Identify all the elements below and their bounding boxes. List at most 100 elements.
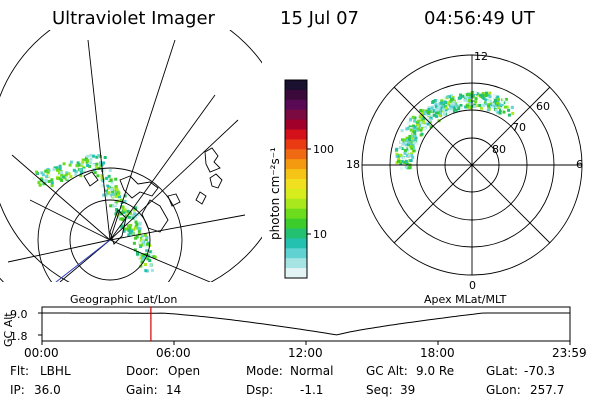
colorbar-tick-label-100: 100 — [313, 143, 334, 156]
aurora-pixel — [130, 209, 134, 213]
aurora-pixel — [103, 156, 107, 159]
aurora-pixel — [499, 102, 503, 106]
aurora-pixel — [409, 159, 413, 163]
aurora-pixel — [121, 218, 125, 222]
aurora-pixel — [423, 126, 427, 130]
aurora-pixel — [125, 212, 129, 216]
aurora-pixel — [403, 151, 407, 155]
aurora-pixel — [62, 175, 66, 179]
aurora-pixel — [407, 141, 411, 145]
aurora-pixel — [425, 119, 429, 123]
aurora-pixel — [80, 163, 84, 167]
aurora-pixel — [408, 134, 412, 138]
aurora-pixel — [468, 95, 472, 99]
aurora-pixel — [461, 94, 465, 98]
aurora-pixel — [107, 174, 111, 178]
aurora-pixel — [479, 93, 483, 97]
lat-label-70: 70 — [512, 121, 526, 134]
aurora-pixel — [484, 94, 488, 98]
colorbar-swatch — [285, 159, 307, 170]
aurora-pixel — [413, 140, 417, 144]
aurora-pixel — [109, 178, 113, 182]
aurora-pixel — [80, 167, 84, 171]
aurora-pixel — [110, 188, 114, 191]
aurora-pixel — [136, 252, 139, 256]
aurora-pixel — [141, 257, 145, 261]
aurora-pixel — [438, 108, 442, 112]
aurora-pixel — [50, 184, 54, 188]
aurora-pixel — [395, 152, 399, 156]
aurora-pixel — [138, 213, 142, 217]
info-glon-value: 257.7 — [530, 383, 564, 397]
info-door-value: Open — [168, 364, 200, 378]
aurora-pixel — [111, 204, 115, 208]
aurora-pixel — [101, 179, 105, 183]
aurora-pixel — [505, 100, 509, 104]
aurora-pixel — [116, 213, 120, 217]
aurora-pixel — [401, 155, 405, 159]
aurora-pixel — [85, 160, 89, 164]
aurora-pixel — [417, 127, 420, 131]
aurora-pixel — [486, 100, 490, 104]
aurora-pixel — [402, 138, 406, 142]
aurora-pixel — [440, 106, 444, 110]
aurora-pixel — [419, 128, 423, 132]
longitude-line — [109, 239, 211, 282]
aurora-pixel — [115, 188, 119, 192]
aurora-pixel — [102, 161, 106, 165]
mlt-label-0: 0 — [469, 279, 476, 292]
aurora-pixel — [140, 236, 144, 240]
aurora-pixel — [126, 209, 130, 213]
aurora-pixel — [400, 129, 404, 133]
aurora-pixel — [427, 106, 431, 110]
aurora-pixel — [444, 106, 448, 110]
colorbar-swatch — [285, 218, 307, 230]
colorbar-swatch — [285, 258, 307, 269]
aurora-pixel — [406, 154, 409, 158]
aurora-pixel — [401, 138, 404, 142]
time-tick-label: 00:00 — [24, 346, 59, 360]
aurora-pixel — [89, 157, 93, 161]
latitude-circle — [37, 167, 183, 282]
aurora-pixel — [478, 103, 482, 107]
aurora-pixel — [101, 184, 105, 188]
aurora-pixel — [101, 171, 105, 175]
aurora-pixel — [120, 224, 124, 228]
aurora-pixel — [490, 105, 494, 109]
aurora-pixel — [74, 173, 78, 177]
aurora-pixel — [476, 104, 480, 108]
colorbar-swatch — [285, 268, 307, 279]
aurora-pixel — [447, 101, 450, 105]
aurora-pixel — [86, 159, 90, 163]
info-glat-value: -70.3 — [524, 364, 555, 378]
aurora-pixel — [435, 115, 439, 118]
aurora-pixel — [92, 168, 96, 172]
aurora-pixel — [83, 168, 86, 172]
aurora-pixel — [126, 224, 130, 228]
aurora-pixel — [58, 170, 61, 174]
coastline-segment — [141, 199, 169, 233]
aurora-pixel — [50, 178, 54, 182]
aurora-pixel — [467, 97, 471, 100]
aurora-pixel — [401, 159, 405, 163]
aurora-pixel — [123, 227, 126, 231]
colorbar-swatch — [285, 139, 307, 150]
aurora-pixel — [138, 221, 142, 225]
aurora-pixel — [64, 173, 68, 177]
aurora-pixel — [468, 104, 472, 108]
colorbar-swatch — [285, 188, 307, 200]
aurora-pixel — [78, 168, 82, 172]
header-date: 15 Jul 07 — [280, 8, 359, 29]
aurora-pixel — [403, 149, 407, 153]
aurora-pixel — [144, 238, 148, 242]
aurora-pixel — [115, 208, 119, 211]
aurora-pixel — [136, 226, 140, 230]
aurora-pixel — [452, 104, 456, 108]
aurora-pixel — [140, 243, 144, 247]
aurora-pixel — [41, 173, 45, 177]
aurora-pixel — [40, 178, 44, 182]
longitude-line — [29, 199, 111, 241]
aurora-pixel — [429, 110, 433, 114]
aurora-pixel — [465, 93, 469, 97]
